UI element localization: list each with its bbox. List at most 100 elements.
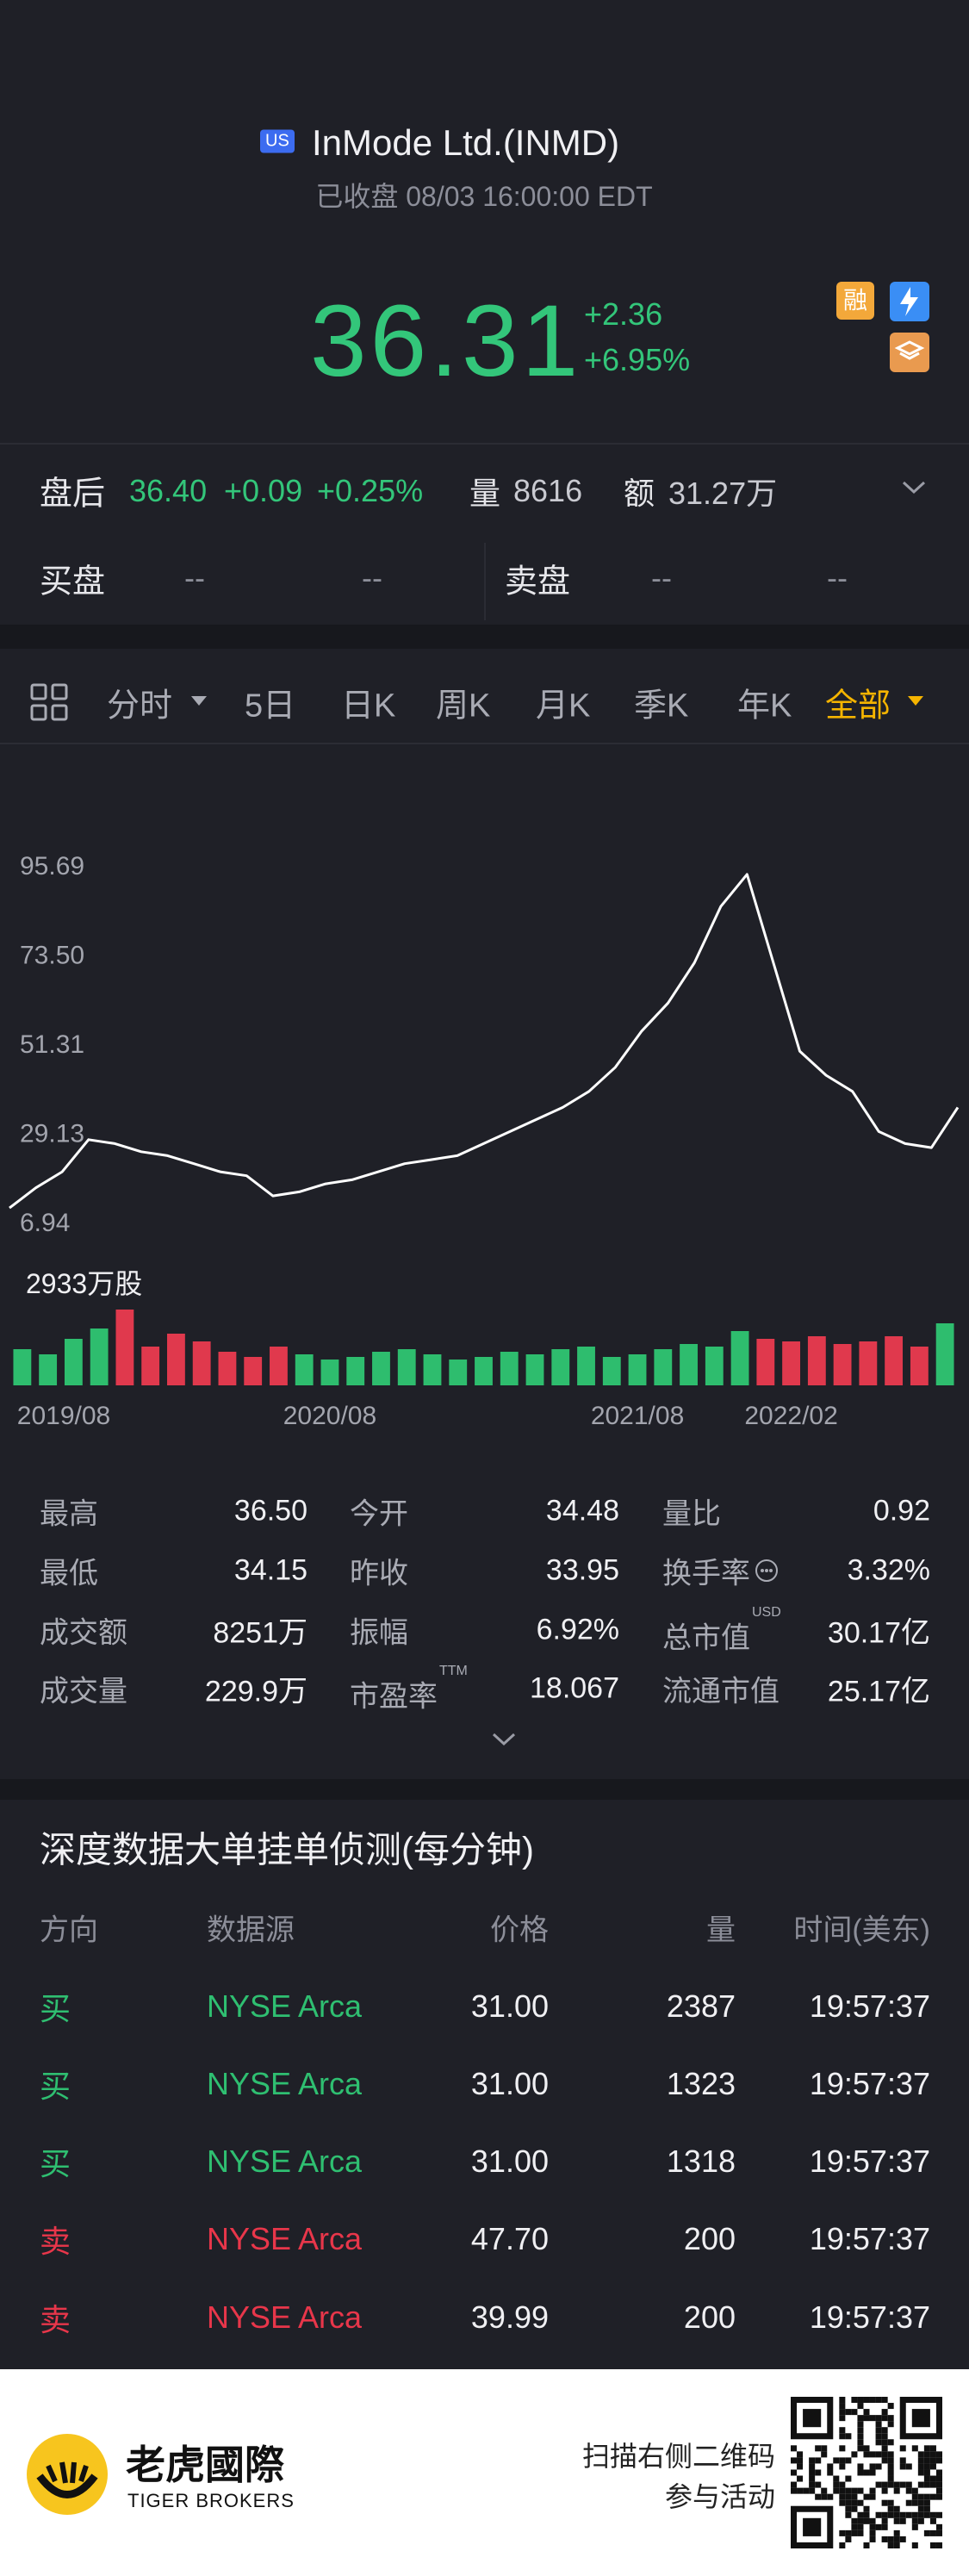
qr-module bbox=[887, 2469, 894, 2476]
volume-bar bbox=[320, 1359, 339, 1385]
qr-module bbox=[809, 2457, 816, 2464]
qr-module bbox=[905, 2481, 912, 2488]
qr-module bbox=[827, 2463, 834, 2470]
order-cell: 19:57:37 bbox=[809, 2066, 930, 2101]
volume-bar bbox=[525, 1353, 544, 1385]
brand-name: 老虎國際 bbox=[126, 2442, 284, 2487]
qr-module bbox=[869, 2493, 876, 2500]
volume-bar bbox=[577, 1346, 595, 1385]
volume-bar bbox=[13, 1348, 32, 1385]
order-cell: 31.00 bbox=[470, 1988, 549, 2024]
qr-module bbox=[821, 2493, 828, 2500]
qr-module bbox=[887, 2511, 894, 2518]
stat-label: 量比 bbox=[662, 1497, 721, 1531]
qr-module bbox=[887, 2499, 894, 2506]
dropdown-arrow bbox=[908, 696, 923, 706]
volume-bar bbox=[141, 1346, 160, 1385]
order-cell: NYSE Arca bbox=[207, 2299, 363, 2335]
period-tab[interactable]: 年K bbox=[737, 688, 792, 725]
qr-module bbox=[917, 2505, 924, 2512]
period-tab[interactable]: 全部 bbox=[825, 688, 891, 725]
column-header: 量 bbox=[706, 1913, 736, 1947]
qr-module bbox=[863, 2517, 870, 2524]
qr-module bbox=[899, 2536, 906, 2542]
period-tab[interactable]: 日K bbox=[341, 688, 396, 725]
last-price: 36.31 bbox=[310, 284, 582, 398]
volume-bar bbox=[192, 1341, 211, 1385]
volume-bar bbox=[244, 1356, 263, 1385]
volume-bar bbox=[372, 1351, 390, 1385]
volume-bar bbox=[807, 1335, 826, 1385]
qr-module bbox=[851, 2505, 858, 2512]
qr-module bbox=[923, 2481, 930, 2488]
learn-icon[interactable] bbox=[890, 333, 929, 372]
qr-module bbox=[875, 2481, 882, 2488]
qr-module bbox=[863, 2542, 870, 2548]
qr-module bbox=[851, 2451, 858, 2458]
period-tab[interactable]: 周K bbox=[436, 688, 491, 725]
qr-module bbox=[929, 2475, 936, 2482]
qr-module bbox=[857, 2523, 864, 2530]
after-hours-volume: 8616 bbox=[513, 473, 583, 508]
ask-price: -- bbox=[651, 560, 672, 595]
qr-module bbox=[881, 2523, 888, 2530]
qr-module bbox=[839, 2487, 846, 2494]
period-tab[interactable]: 季K bbox=[634, 688, 689, 725]
qr-module bbox=[899, 2517, 906, 2524]
qr-code[interactable] bbox=[791, 2397, 942, 2548]
qr-module bbox=[929, 2511, 936, 2518]
qr-module bbox=[839, 2433, 846, 2440]
qr-module bbox=[881, 2487, 888, 2494]
order-cell: NYSE Arca bbox=[207, 2144, 363, 2179]
expand-arrow[interactable] bbox=[491, 1732, 517, 1747]
qr-module bbox=[845, 2409, 852, 2416]
expand-arrow[interactable] bbox=[901, 479, 927, 496]
order-cell: NYSE Arca bbox=[207, 2221, 363, 2256]
qr-module bbox=[821, 2451, 828, 2458]
qr-module bbox=[863, 2415, 870, 2422]
qr-module bbox=[935, 2487, 942, 2494]
layout-icon[interactable] bbox=[29, 682, 69, 722]
qr-module bbox=[899, 2445, 906, 2452]
qr-module bbox=[815, 2457, 822, 2464]
qr-finder bbox=[803, 2409, 822, 2428]
volume-bar bbox=[475, 1356, 493, 1385]
qr-module bbox=[917, 2493, 924, 2500]
qr-module bbox=[797, 2475, 804, 2482]
qr-module bbox=[923, 2457, 930, 2464]
qr-module bbox=[863, 2511, 870, 2518]
market-status: 已收盘 08/03 16:00:00 EDT bbox=[315, 181, 653, 212]
qr-module bbox=[845, 2499, 852, 2506]
x-tick-label: 2019/08 bbox=[17, 1402, 110, 1430]
qr-module bbox=[887, 2505, 894, 2512]
cta-text: 扫描右侧二维码 bbox=[581, 2441, 775, 2472]
volume-bar bbox=[859, 1341, 878, 1385]
brand-en: TIGER BROKERS bbox=[127, 2490, 295, 2511]
fast-icon[interactable] bbox=[890, 282, 929, 321]
qr-module bbox=[869, 2415, 876, 2422]
volume-bar bbox=[730, 1330, 749, 1385]
info-icon[interactable] bbox=[754, 1558, 780, 1584]
stat-value: 0.92 bbox=[873, 1494, 930, 1528]
qr-module bbox=[923, 2529, 930, 2536]
period-tab[interactable]: 分时 bbox=[107, 688, 173, 725]
qr-module bbox=[887, 2415, 894, 2422]
period-tab[interactable]: 月K bbox=[536, 688, 591, 725]
y-tick-label: 73.50 bbox=[20, 941, 84, 969]
qr-module bbox=[893, 2542, 900, 2548]
qr-module bbox=[929, 2457, 936, 2464]
qr-module bbox=[881, 2439, 888, 2446]
stat-value: 25.17亿 bbox=[827, 1675, 930, 1708]
volume-bar bbox=[500, 1351, 519, 1385]
qr-module bbox=[869, 2523, 876, 2530]
qr-module bbox=[899, 2511, 906, 2518]
margin-badge[interactable]: 融 bbox=[836, 282, 874, 320]
period-tab[interactable]: 5日 bbox=[245, 688, 296, 725]
y-tick-label: 95.69 bbox=[20, 852, 84, 880]
stat-label: 流通市值 bbox=[662, 1675, 780, 1708]
qr-module bbox=[923, 2463, 930, 2470]
qr-module bbox=[857, 2463, 864, 2470]
qr-module bbox=[845, 2433, 852, 2440]
qr-module bbox=[881, 2517, 888, 2524]
qr-module bbox=[887, 2439, 894, 2446]
